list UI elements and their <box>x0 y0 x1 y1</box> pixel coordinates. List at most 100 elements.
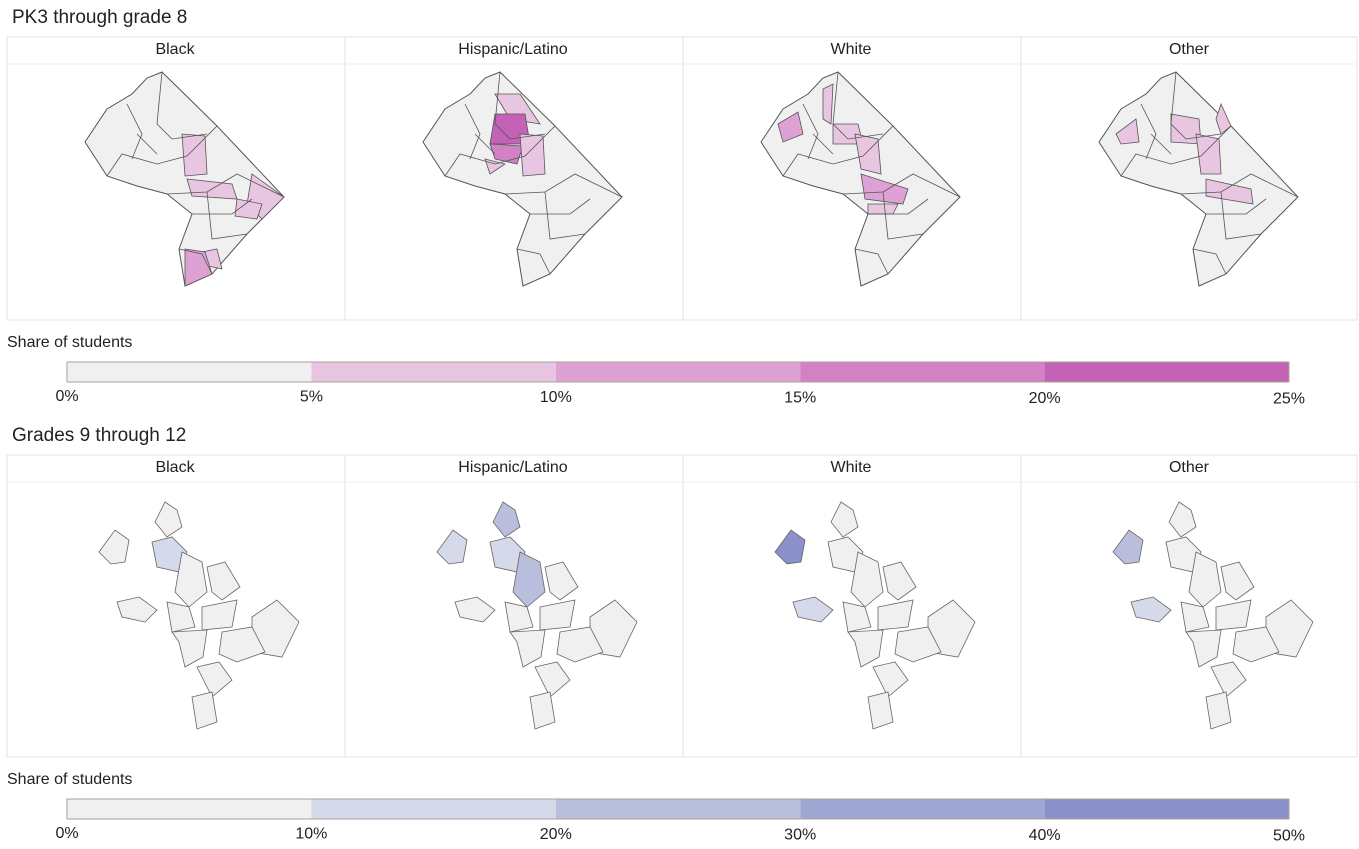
map-region <box>847 629 884 668</box>
map-region <box>867 691 894 730</box>
map-boundary <box>1180 173 1299 198</box>
map-region <box>1188 551 1222 608</box>
legend-swatch <box>311 362 556 382</box>
map <box>774 501 976 730</box>
panel-title: Black <box>155 41 195 58</box>
map-region <box>1215 599 1252 631</box>
map-region <box>512 551 546 608</box>
map-region <box>556 626 604 663</box>
map-region <box>201 599 238 631</box>
map-region <box>154 501 183 538</box>
legend-swatch <box>67 362 312 382</box>
map-outline <box>422 71 623 287</box>
panel-title: Black <box>155 459 195 476</box>
legend-tick-label: 40% <box>1029 827 1061 844</box>
map-region <box>1112 529 1144 565</box>
map-region <box>1205 691 1232 730</box>
map-boundary <box>444 125 556 177</box>
map-region <box>166 601 196 633</box>
map-region <box>509 629 546 668</box>
map-region <box>196 661 233 698</box>
panel-title: Hispanic/Latino <box>458 41 568 58</box>
map-region <box>454 596 496 623</box>
map-boundary <box>1120 125 1232 177</box>
map-boundary <box>178 248 213 275</box>
map-boundary <box>854 248 889 275</box>
map-boundary <box>1192 248 1227 275</box>
legend-tick-label: 10% <box>540 389 572 406</box>
map-boundary <box>1150 133 1172 155</box>
map-region <box>174 551 208 608</box>
map-region <box>1180 601 1210 633</box>
panel-title: Other <box>1169 41 1210 58</box>
legend-swatch <box>800 362 1045 382</box>
map-boundary <box>494 71 546 140</box>
legend-swatch <box>1044 362 1289 382</box>
map-boundary <box>868 198 929 215</box>
map-region <box>544 561 579 601</box>
map-boundary <box>832 71 884 140</box>
map-region <box>206 561 241 601</box>
map-region <box>234 198 263 220</box>
map-region <box>218 626 266 663</box>
panel-frame <box>6 36 1358 321</box>
map <box>760 71 961 287</box>
map-boundary <box>1206 198 1267 215</box>
map-outline <box>1098 71 1299 287</box>
legend-tick-label: 10% <box>295 826 327 843</box>
map-boundary <box>1220 191 1262 240</box>
section-title: Grades 9 through 12 <box>12 425 186 446</box>
map-region <box>872 661 909 698</box>
map-region <box>1195 133 1222 175</box>
map <box>1112 501 1314 730</box>
map-boundary <box>842 173 961 198</box>
map-region <box>1115 118 1140 145</box>
map-outline <box>84 71 285 287</box>
legend-title: Share of students <box>7 334 132 351</box>
map-region <box>529 691 556 730</box>
legend-tick-label: 0% <box>55 825 78 842</box>
map-region <box>1168 501 1197 538</box>
map-boundary <box>802 103 819 160</box>
map <box>436 501 638 730</box>
map-boundary <box>1140 103 1157 160</box>
map-region <box>894 626 942 663</box>
map-region <box>830 501 859 538</box>
map-boundary <box>464 103 481 160</box>
map-boundary <box>782 125 894 177</box>
map-boundary <box>882 191 924 240</box>
map-region <box>504 601 534 633</box>
map-region <box>98 529 130 565</box>
map-region <box>436 529 468 565</box>
legend-tick-label: 15% <box>784 390 816 407</box>
legend-swatch <box>67 799 312 819</box>
map-region <box>1210 661 1247 698</box>
legend-tick-label: 0% <box>55 388 78 405</box>
map <box>98 501 300 730</box>
map <box>422 71 623 287</box>
map-region <box>777 111 804 143</box>
map-region <box>494 93 541 125</box>
map-boundary <box>106 125 218 177</box>
panel-title: White <box>831 41 872 58</box>
legend-swatch <box>1044 799 1289 819</box>
map-region <box>860 173 909 205</box>
legend-tick-label: 20% <box>540 826 572 843</box>
map-boundary <box>1170 71 1222 140</box>
legend-swatch <box>800 799 1045 819</box>
legend-swatch <box>555 362 801 382</box>
map-boundary <box>544 191 586 240</box>
map-boundary <box>812 133 834 155</box>
map-region <box>842 601 872 633</box>
map <box>84 71 285 287</box>
legend-tick-label: 50% <box>1273 828 1305 844</box>
panel-title: Other <box>1169 459 1210 476</box>
legend-tick-label: 30% <box>784 827 816 844</box>
map-boundary <box>474 133 496 155</box>
map-region <box>877 599 914 631</box>
map-region <box>774 529 806 565</box>
legend-swatch <box>555 799 801 819</box>
map-region <box>1220 561 1255 601</box>
legend-border <box>66 798 1290 820</box>
map-boundary <box>166 173 285 198</box>
